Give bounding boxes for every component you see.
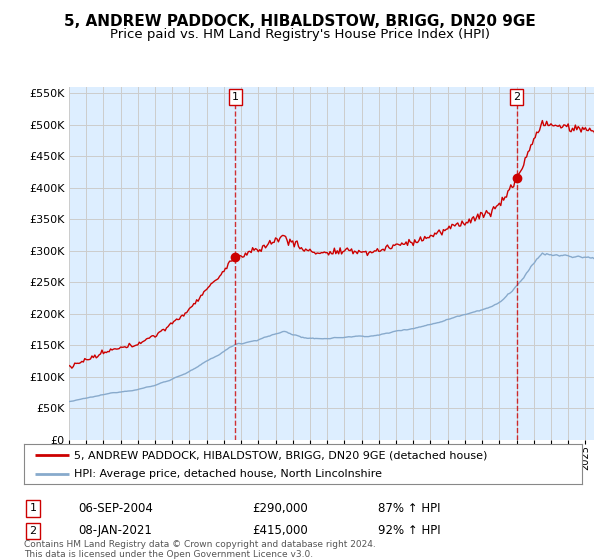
Text: 5, ANDREW PADDOCK, HIBALDSTOW, BRIGG, DN20 9GE: 5, ANDREW PADDOCK, HIBALDSTOW, BRIGG, DN… xyxy=(64,14,536,29)
Text: 2: 2 xyxy=(29,526,37,536)
Text: 1: 1 xyxy=(232,92,239,102)
Text: 5, ANDREW PADDOCK, HIBALDSTOW, BRIGG, DN20 9GE (detached house): 5, ANDREW PADDOCK, HIBALDSTOW, BRIGG, DN… xyxy=(74,450,488,460)
Text: Contains HM Land Registry data © Crown copyright and database right 2024.
This d: Contains HM Land Registry data © Crown c… xyxy=(24,540,376,559)
Text: £415,000: £415,000 xyxy=(252,524,308,538)
Text: 92% ↑ HPI: 92% ↑ HPI xyxy=(378,524,440,538)
Text: Price paid vs. HM Land Registry's House Price Index (HPI): Price paid vs. HM Land Registry's House … xyxy=(110,28,490,41)
Text: HPI: Average price, detached house, North Lincolnshire: HPI: Average price, detached house, Nort… xyxy=(74,469,382,479)
Text: 2: 2 xyxy=(513,92,520,102)
Text: 08-JAN-2021: 08-JAN-2021 xyxy=(78,524,152,538)
Text: 06-SEP-2004: 06-SEP-2004 xyxy=(78,502,153,515)
Text: 1: 1 xyxy=(29,503,37,514)
Text: £290,000: £290,000 xyxy=(252,502,308,515)
Text: 87% ↑ HPI: 87% ↑ HPI xyxy=(378,502,440,515)
